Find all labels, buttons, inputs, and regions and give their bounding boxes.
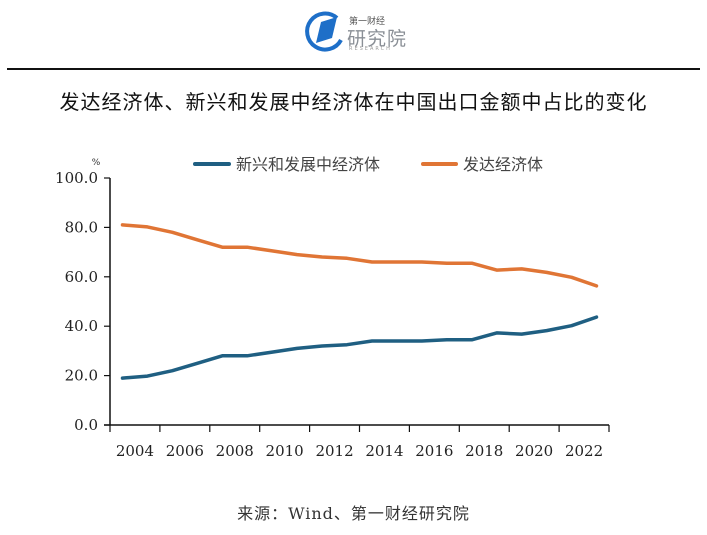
- y-tick-label: 80.0: [65, 218, 98, 236]
- x-tick-label: 2022: [565, 442, 603, 460]
- y-tick-label: 20.0: [65, 367, 98, 385]
- header-divider: [7, 68, 700, 70]
- logo-main-text: 研究院: [347, 28, 408, 50]
- x-tick-label: 2008: [216, 442, 254, 460]
- x-tick-label: 2016: [415, 442, 453, 460]
- x-tick-label: 2004: [116, 442, 154, 460]
- x-tick-label: 2010: [266, 442, 304, 460]
- y-tick-label: 60.0: [65, 268, 98, 286]
- x-tick-label: 2020: [515, 442, 553, 460]
- legend-label: 发达经济体: [463, 155, 543, 174]
- legend: 新兴和发展中经济体 发达经济体: [193, 155, 543, 174]
- y-tick-label: 100.0: [55, 169, 98, 187]
- logo: 第一财经 研究院 RESEARCH: [303, 10, 413, 54]
- series-line-emerging: [120, 315, 599, 380]
- series-line-developed: [120, 223, 599, 288]
- x-tick-label: 2014: [365, 442, 403, 460]
- chart-title: 发达经济体、新兴和发展中经济体在中国出口金额中占比的变化: [59, 90, 648, 114]
- y-tick-label: 0.0: [74, 416, 98, 434]
- x-tick-label: 2006: [166, 442, 204, 460]
- diamond-in-circle-logo-icon: [305, 11, 343, 52]
- y-tick-label: 40.0: [65, 317, 98, 335]
- y-unit-label: %: [92, 158, 101, 168]
- x-tick-label: 2018: [465, 442, 503, 460]
- x-tick-label: 2012: [315, 442, 353, 460]
- logo-sub-text: RESEARCH: [349, 46, 392, 52]
- logo-top-text: 第一财经: [349, 17, 386, 27]
- source-note: 来源：Wind、第一财经研究院: [237, 504, 470, 523]
- axes: 0.0 20.0 40.0 60.0 80.0 100.0% 2004 2006 2008 201…: [55, 158, 610, 460]
- legend-label: 新兴和发展中经济体: [236, 155, 380, 174]
- series-lines: [120, 223, 599, 380]
